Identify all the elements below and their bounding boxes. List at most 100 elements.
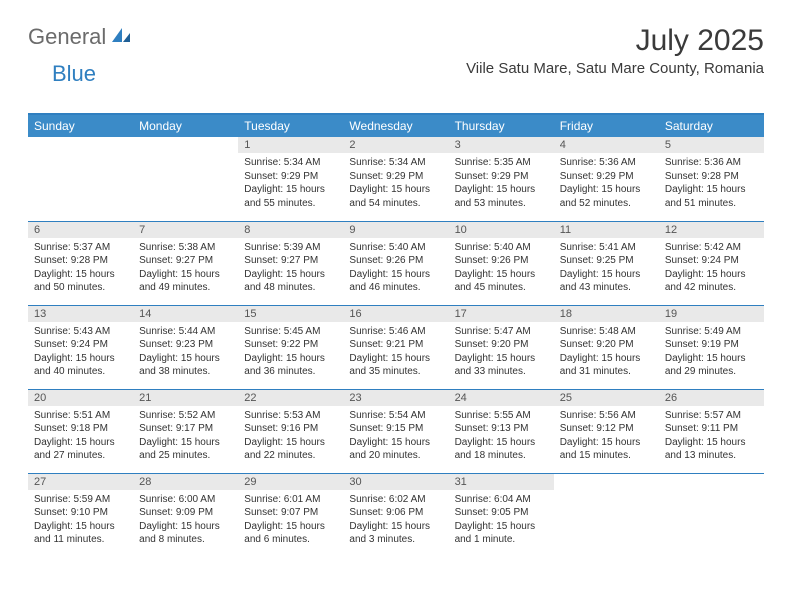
sunset-line: Sunset: 9:10 PM [34, 506, 127, 520]
day-details: Sunrise: 5:54 AMSunset: 9:15 PMDaylight:… [343, 406, 448, 467]
sunrise-line: Sunrise: 5:46 AM [349, 325, 442, 339]
day-details: Sunrise: 5:43 AMSunset: 9:24 PMDaylight:… [28, 322, 133, 383]
calendar-cell: 29Sunrise: 6:01 AMSunset: 9:07 PMDayligh… [238, 473, 343, 557]
sunrise-line: Sunrise: 5:59 AM [34, 493, 127, 507]
day-number: 3 [449, 137, 554, 153]
day-number: 24 [449, 390, 554, 406]
sunrise-line: Sunrise: 5:38 AM [139, 241, 232, 255]
calendar-cell: 19Sunrise: 5:49 AMSunset: 9:19 PMDayligh… [659, 305, 764, 389]
day-details: Sunrise: 5:34 AMSunset: 9:29 PMDaylight:… [343, 153, 448, 214]
sunset-line: Sunset: 9:17 PM [139, 422, 232, 436]
sunset-line: Sunset: 9:29 PM [560, 170, 653, 184]
calendar-week-row: 6Sunrise: 5:37 AMSunset: 9:28 PMDaylight… [28, 221, 764, 305]
day-number: 18 [554, 306, 659, 322]
calendar-cell: 31Sunrise: 6:04 AMSunset: 9:05 PMDayligh… [449, 473, 554, 557]
day-details: Sunrise: 5:51 AMSunset: 9:18 PMDaylight:… [28, 406, 133, 467]
calendar-cell [28, 137, 133, 221]
weekday-header: Thursday [449, 115, 554, 137]
day-details: Sunrise: 5:47 AMSunset: 9:20 PMDaylight:… [449, 322, 554, 383]
sunrise-line: Sunrise: 5:39 AM [244, 241, 337, 255]
sunset-line: Sunset: 9:25 PM [560, 254, 653, 268]
day-number: 5 [659, 137, 764, 153]
calendar-cell: 6Sunrise: 5:37 AMSunset: 9:28 PMDaylight… [28, 221, 133, 305]
logo-sail-icon [110, 26, 132, 49]
day-details: Sunrise: 5:46 AMSunset: 9:21 PMDaylight:… [343, 322, 448, 383]
sunrise-line: Sunrise: 5:49 AM [665, 325, 758, 339]
calendar-cell: 9Sunrise: 5:40 AMSunset: 9:26 PMDaylight… [343, 221, 448, 305]
sunset-line: Sunset: 9:12 PM [560, 422, 653, 436]
sunrise-line: Sunrise: 5:52 AM [139, 409, 232, 423]
daylight-line: Daylight: 15 hours and 3 minutes. [349, 520, 442, 547]
daylight-line: Daylight: 15 hours and 52 minutes. [560, 183, 653, 210]
day-number: 29 [238, 474, 343, 490]
weekday-header: Tuesday [238, 115, 343, 137]
sunset-line: Sunset: 9:24 PM [665, 254, 758, 268]
weekday-header: Sunday [28, 115, 133, 137]
sunset-line: Sunset: 9:28 PM [665, 170, 758, 184]
calendar-cell: 23Sunrise: 5:54 AMSunset: 9:15 PMDayligh… [343, 389, 448, 473]
day-number: 1 [238, 137, 343, 153]
sunset-line: Sunset: 9:29 PM [349, 170, 442, 184]
sunrise-line: Sunrise: 5:48 AM [560, 325, 653, 339]
day-details: Sunrise: 5:42 AMSunset: 9:24 PMDaylight:… [659, 238, 764, 299]
day-details: Sunrise: 5:44 AMSunset: 9:23 PMDaylight:… [133, 322, 238, 383]
sunrise-line: Sunrise: 6:01 AM [244, 493, 337, 507]
calendar-cell: 17Sunrise: 5:47 AMSunset: 9:20 PMDayligh… [449, 305, 554, 389]
daylight-line: Daylight: 15 hours and 8 minutes. [139, 520, 232, 547]
calendar-cell: 15Sunrise: 5:45 AMSunset: 9:22 PMDayligh… [238, 305, 343, 389]
sunset-line: Sunset: 9:13 PM [455, 422, 548, 436]
logo-text-general: General [28, 24, 106, 50]
daylight-line: Daylight: 15 hours and 27 minutes. [34, 436, 127, 463]
calendar-cell [554, 473, 659, 557]
daylight-line: Daylight: 15 hours and 31 minutes. [560, 352, 653, 379]
day-number: 26 [659, 390, 764, 406]
day-number: 30 [343, 474, 448, 490]
sunset-line: Sunset: 9:29 PM [244, 170, 337, 184]
day-number: 28 [133, 474, 238, 490]
daylight-line: Daylight: 15 hours and 11 minutes. [34, 520, 127, 547]
day-number: 7 [133, 222, 238, 238]
day-details: Sunrise: 6:00 AMSunset: 9:09 PMDaylight:… [133, 490, 238, 551]
day-number: 4 [554, 137, 659, 153]
sunrise-line: Sunrise: 5:42 AM [665, 241, 758, 255]
day-number: 12 [659, 222, 764, 238]
calendar-cell: 30Sunrise: 6:02 AMSunset: 9:06 PMDayligh… [343, 473, 448, 557]
daylight-line: Daylight: 15 hours and 25 minutes. [139, 436, 232, 463]
calendar-cell: 2Sunrise: 5:34 AMSunset: 9:29 PMDaylight… [343, 137, 448, 221]
sunrise-line: Sunrise: 5:40 AM [349, 241, 442, 255]
sunrise-line: Sunrise: 5:40 AM [455, 241, 548, 255]
daylight-line: Daylight: 15 hours and 50 minutes. [34, 268, 127, 295]
calendar-cell: 28Sunrise: 6:00 AMSunset: 9:09 PMDayligh… [133, 473, 238, 557]
day-details: Sunrise: 5:48 AMSunset: 9:20 PMDaylight:… [554, 322, 659, 383]
day-number: 27 [28, 474, 133, 490]
day-details: Sunrise: 6:01 AMSunset: 9:07 PMDaylight:… [238, 490, 343, 551]
sunrise-line: Sunrise: 5:47 AM [455, 325, 548, 339]
daylight-line: Daylight: 15 hours and 36 minutes. [244, 352, 337, 379]
day-number: 8 [238, 222, 343, 238]
daylight-line: Daylight: 15 hours and 40 minutes. [34, 352, 127, 379]
sunset-line: Sunset: 9:11 PM [665, 422, 758, 436]
daylight-line: Daylight: 15 hours and 45 minutes. [455, 268, 548, 295]
sunrise-line: Sunrise: 5:45 AM [244, 325, 337, 339]
calendar-cell: 22Sunrise: 5:53 AMSunset: 9:16 PMDayligh… [238, 389, 343, 473]
day-details: Sunrise: 5:49 AMSunset: 9:19 PMDaylight:… [659, 322, 764, 383]
sunset-line: Sunset: 9:24 PM [34, 338, 127, 352]
sunrise-line: Sunrise: 5:36 AM [665, 156, 758, 170]
day-number: 25 [554, 390, 659, 406]
sunset-line: Sunset: 9:15 PM [349, 422, 442, 436]
sunrise-line: Sunrise: 5:56 AM [560, 409, 653, 423]
calendar-table: Sunday Monday Tuesday Wednesday Thursday… [28, 115, 764, 557]
calendar-cell: 4Sunrise: 5:36 AMSunset: 9:29 PMDaylight… [554, 137, 659, 221]
daylight-line: Daylight: 15 hours and 18 minutes. [455, 436, 548, 463]
calendar-cell: 18Sunrise: 5:48 AMSunset: 9:20 PMDayligh… [554, 305, 659, 389]
sunset-line: Sunset: 9:20 PM [560, 338, 653, 352]
sunrise-line: Sunrise: 5:37 AM [34, 241, 127, 255]
day-number: 2 [343, 137, 448, 153]
day-number: 20 [28, 390, 133, 406]
weekday-header: Saturday [659, 115, 764, 137]
calendar-cell [659, 473, 764, 557]
day-details: Sunrise: 5:39 AMSunset: 9:27 PMDaylight:… [238, 238, 343, 299]
calendar-cell: 8Sunrise: 5:39 AMSunset: 9:27 PMDaylight… [238, 221, 343, 305]
day-number: 19 [659, 306, 764, 322]
sunrise-line: Sunrise: 5:43 AM [34, 325, 127, 339]
